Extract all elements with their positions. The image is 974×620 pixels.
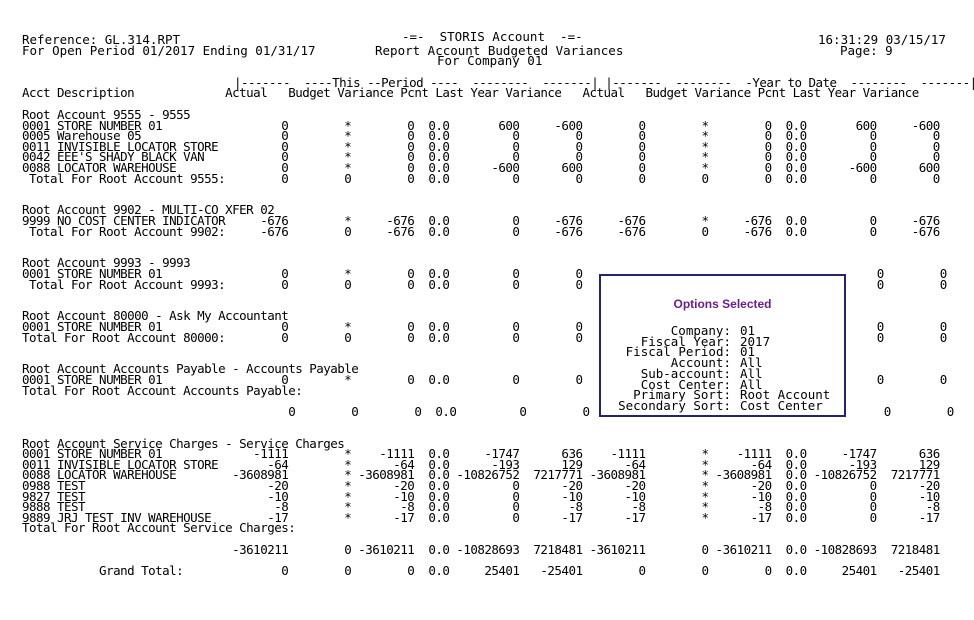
report-line: Total For Root Account 9902: -676 0 -676…	[22, 223, 940, 239]
report-page-number: Page: 9	[840, 43, 893, 58]
option-label: Cost Center:	[640, 376, 731, 392]
report-company: For Company 01	[437, 53, 543, 68]
options-list: Company: 01 Fiscal Year: 2017 Fiscal Period:…	[601, 276, 844, 415]
option-value: All	[740, 355, 763, 371]
report-line: Root Account Accounts Payable - Accounts…	[22, 361, 359, 377]
option-label: Fiscal Year:	[640, 333, 731, 349]
option-value: All	[740, 365, 763, 381]
column-band-header: |------- ----This --Period ---- --------…	[234, 75, 974, 90]
options-selected-title: Options Selected	[673, 297, 772, 311]
report-line: 9888 TEST -8 * -8 0.0 0 -8 -8 * -8 0.0 0…	[22, 499, 940, 515]
report-period: For Open Period 01/2017 Ending 01/31/17	[22, 43, 316, 58]
option-label: Secondary Sort:	[618, 397, 731, 413]
report-title: -=- STORIS Account -=-	[402, 29, 583, 44]
option-value: All	[740, 376, 763, 392]
report-line: Total For Root Account 9993: 0 0 0 0.0 0…	[22, 276, 947, 292]
report-line: Root Account Service Charges - Service C…	[22, 435, 345, 451]
report-line: Total For Root Account Accounts Payable:	[22, 382, 303, 398]
report-line: Grand Total: 0 0 0 0.0 25401 -25401 0 0 …	[22, 562, 940, 578]
column-headers: Acct Description Actual Budget Variance …	[22, 85, 919, 100]
option-label: Sub-account:	[640, 365, 731, 381]
report-line: 0001 STORE NUMBER 01 0 * 0 0.0 0 0 0 0	[22, 319, 947, 334]
report-line: Total For Root Account 9555: 0 0 0 0.0 0…	[22, 170, 940, 186]
report-line: 0001 STORE NUMBER 01 0 * 0 0.0 0 0 0 0	[22, 372, 947, 387]
option-label: Account:	[670, 355, 731, 371]
option-label: Primary Sort:	[633, 387, 731, 403]
report-line: 0088 LOCATOR WAREHOUSE 0 * 0 0.0 -600 60…	[22, 160, 940, 175]
report-line: 0001 STORE NUMBER 01 0 * 0 0.0 0 0 0 0	[22, 266, 947, 281]
report-line: 9827 TEST -10 * -10 0.0 0 -10 -10 * -10 …	[22, 488, 940, 504]
report-line: 0001 STORE NUMBER 01 -1111 * -1111 0.0 -…	[22, 446, 940, 462]
report-line: Root Account 9555 - 9555	[22, 107, 191, 122]
report-line: Root Account 80000 - Ask My Accountant	[22, 308, 289, 324]
report-line: Root Account 9993 - 9993	[22, 255, 191, 271]
report-line: 0005 Warehouse 05 0 * 0 0.0 0 0 0 * 0 0.…	[22, 128, 940, 144]
report-subtitle: Report Account Budgeted Variances	[375, 43, 624, 58]
report-line: Root Account 9902 - MULTI-CO XFER 02	[22, 202, 275, 218]
report-line: 0011 INVISIBLE LOCATOR STORE 0 * 0 0.0 0…	[22, 138, 940, 154]
report-line: -3610211 0 -3610211 0.0 -10828693 721848…	[22, 541, 940, 557]
report-line: 9889 JRJ TEST INV WAREHOUSE -17 * -17 0.…	[22, 509, 940, 525]
report-line: 9999 NO COST CENTER INDICATOR -676 * -67…	[22, 213, 940, 228]
option-value: 01	[740, 323, 756, 338]
option-value: 01	[740, 344, 756, 360]
report-line: 0011 INVISIBLE LOCATOR STORE -64 * -64 0…	[22, 456, 940, 472]
report-line: 0001 STORE NUMBER 01 0 * 0 0.0 600 -600 …	[22, 117, 940, 133]
report-line: Total For Root Account Service Charges:	[22, 520, 296, 536]
report-reference: Reference: GL.314.RPT	[22, 32, 181, 47]
report-line: Total For Root Account 80000: 0 0 0 0.0 …	[22, 329, 947, 345]
report-line: 0088 LOCATOR WAREHOUSE -3608981 * -36089…	[22, 467, 940, 483]
report-line: 0988 TEST -20 * -20 0.0 0 -20 -20 * -20 …	[22, 478, 940, 493]
option-label: Company:	[670, 323, 731, 338]
report-line: 0042 EEE'S SHADY BLACK VAN 0 * 0 0.0 0 0…	[22, 149, 940, 165]
option-value: Cost Center	[740, 397, 823, 413]
option-label: Fiscal Period:	[625, 344, 731, 360]
report-timestamp: 16:31:29 03/15/17	[818, 32, 946, 47]
report-line: 0 0 0 0.0 0 0 0 0	[22, 403, 954, 419]
option-value: Root Account	[740, 387, 831, 403]
option-value: 2017	[740, 333, 771, 349]
options-selected-dialog: Options Selected Company: 01 Fiscal Year: 2…	[599, 274, 846, 417]
